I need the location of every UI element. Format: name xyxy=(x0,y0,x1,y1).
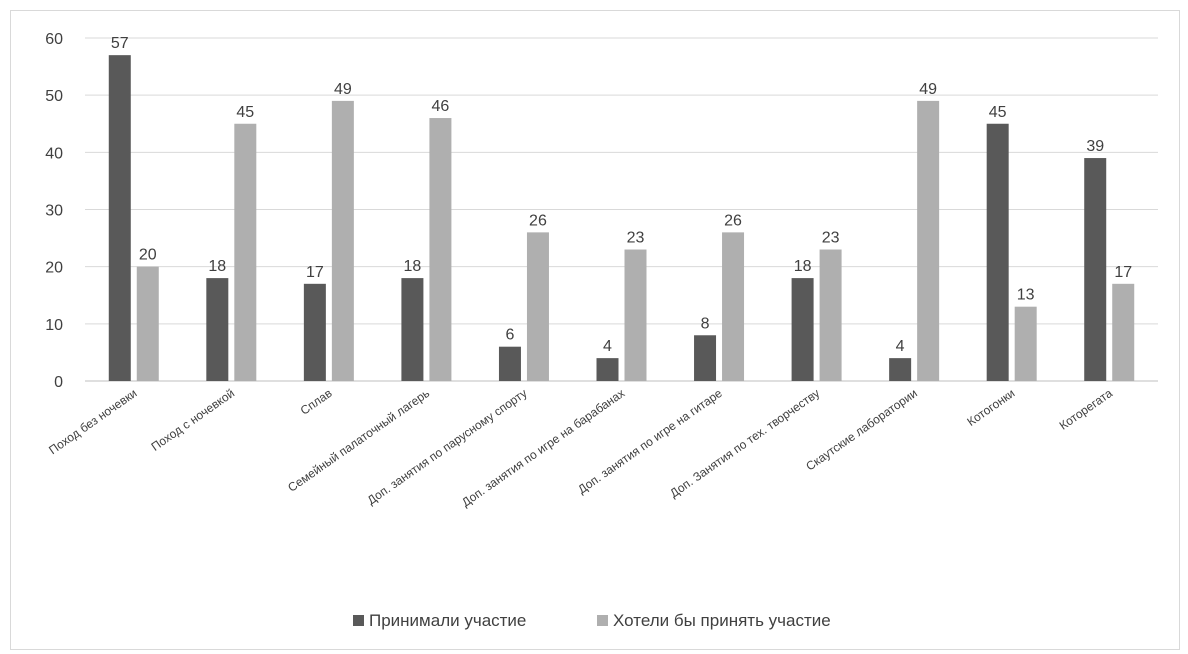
data-label: 45 xyxy=(989,104,1007,121)
legend-label: Хотели бы принять участие xyxy=(613,611,831,630)
x-tick-label: Которегата xyxy=(1057,386,1116,433)
legend-swatch xyxy=(597,615,608,626)
y-tick-label: 30 xyxy=(45,203,63,220)
x-tick-label: Котогонки xyxy=(964,386,1017,429)
x-tick-label: Доп. занятия по парусному спорту xyxy=(365,386,530,507)
data-label: 6 xyxy=(506,327,515,344)
data-label: 13 xyxy=(1017,287,1035,304)
bar-series-2 xyxy=(331,100,354,381)
data-label: 23 xyxy=(822,230,840,247)
bar-series-1 xyxy=(206,278,229,381)
data-label: 46 xyxy=(432,98,450,115)
data-label: 26 xyxy=(724,212,742,229)
x-tick-label: Поход без ночевки xyxy=(46,386,139,457)
data-label: 23 xyxy=(627,230,645,247)
x-tick-label: Доп. занятия по игре на барабанах xyxy=(459,386,627,510)
data-label: 49 xyxy=(919,81,937,98)
bars xyxy=(108,55,1135,382)
bar-series-2 xyxy=(234,123,257,381)
y-tick-label: 20 xyxy=(45,260,63,277)
legend: Принимали участие Хотели бы принять участ… xyxy=(353,611,831,630)
x-axis-ticks: Поход без ночевки Поход с ночевкой СплавСе… xyxy=(46,386,1115,510)
x-tick-label: Сплав xyxy=(298,386,335,418)
bar-series-2 xyxy=(819,249,842,381)
data-label: 17 xyxy=(1114,264,1132,281)
data-label: 20 xyxy=(139,247,157,264)
y-tick-label: 0 xyxy=(54,374,63,391)
bar-series-1 xyxy=(596,358,619,381)
data-label: 26 xyxy=(529,212,547,229)
data-label: 17 xyxy=(306,264,324,281)
data-labels: 57 20 18 45 17 49 18 46 6 26 4 23 8 26 18 23 4 49 45 13 39 17 xyxy=(111,35,1132,355)
legend-swatch xyxy=(353,615,364,626)
data-label: 57 xyxy=(111,35,129,52)
bar-series-1 xyxy=(401,278,424,381)
data-label: 18 xyxy=(794,258,812,275)
bar-series-1 xyxy=(986,123,1009,381)
bar-series-2 xyxy=(722,232,745,381)
bar-series-2 xyxy=(136,266,159,381)
bar-series-2 xyxy=(1014,306,1037,381)
x-tick-label: Поход с ночевкой xyxy=(149,386,237,454)
bar-series-1 xyxy=(889,358,912,381)
bar-series-1 xyxy=(791,278,814,381)
data-label: 49 xyxy=(334,81,352,98)
y-tick-label: 10 xyxy=(45,317,63,334)
bar-series-1 xyxy=(694,335,717,381)
bar-series-1 xyxy=(498,346,521,381)
bar-series-2 xyxy=(1112,283,1135,381)
y-tick-label: 50 xyxy=(45,88,63,105)
bar-series-2 xyxy=(429,118,452,382)
bar-series-1 xyxy=(108,55,131,382)
data-label: 45 xyxy=(236,104,254,121)
y-tick-label: 40 xyxy=(45,145,63,162)
y-axis-ticks: 0 10 20 30 40 50 60 xyxy=(45,31,63,391)
bar-series-1 xyxy=(303,283,326,381)
bar-series-2 xyxy=(526,232,549,381)
legend-label: Принимали участие xyxy=(369,611,526,630)
data-label: 18 xyxy=(404,258,422,275)
data-label: 8 xyxy=(701,315,710,332)
data-label: 18 xyxy=(208,258,226,275)
bar-series-2 xyxy=(917,100,940,381)
bar-series-1 xyxy=(1084,158,1107,381)
data-label: 4 xyxy=(603,338,612,355)
y-tick-label: 60 xyxy=(45,31,63,48)
bar-series-2 xyxy=(624,249,647,381)
data-label: 39 xyxy=(1086,138,1104,155)
x-tick-label: Скаутские лаборатории xyxy=(803,386,920,473)
chart-frame xyxy=(10,10,1180,650)
data-label: 4 xyxy=(896,338,905,355)
gridlines xyxy=(85,37,1158,382)
